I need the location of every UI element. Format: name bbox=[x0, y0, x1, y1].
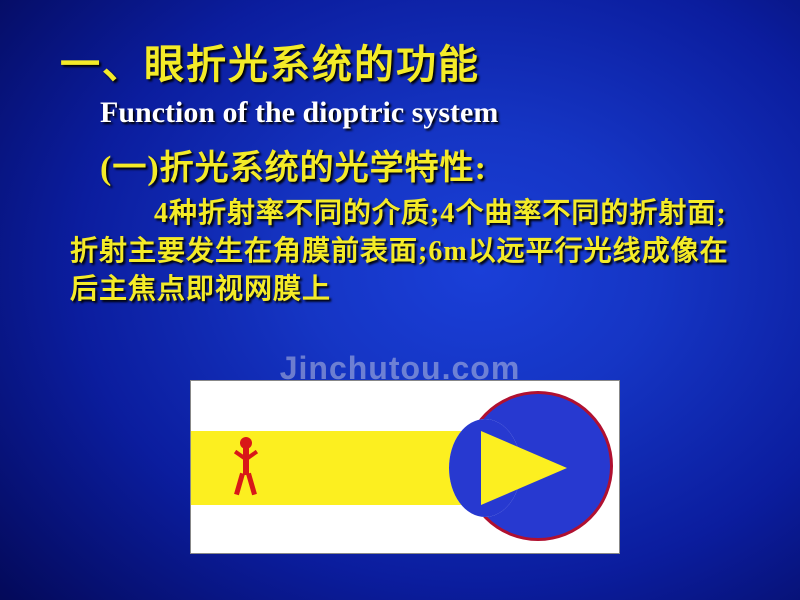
light-beam-tip bbox=[481, 431, 567, 505]
stick-figure-icon bbox=[231, 437, 261, 499]
figure-leg-l bbox=[234, 473, 245, 496]
section-heading: (一)折光系统的光学特性: bbox=[100, 140, 740, 189]
eye-diagram bbox=[190, 380, 620, 554]
slide-content: 一、眼折光系统的功能 Function of the dioptric syst… bbox=[0, 0, 800, 308]
figure-leg-r bbox=[246, 473, 257, 496]
subtitle-en: Function of the dioptric system bbox=[100, 96, 740, 130]
body-text: 4种折射率不同的介质;4个曲率不同的折射面;折射主要发生在角膜前表面;6m以远平… bbox=[70, 195, 740, 308]
figure-body bbox=[243, 447, 249, 475]
title-cn: 一、眼折光系统的功能 bbox=[60, 32, 740, 90]
